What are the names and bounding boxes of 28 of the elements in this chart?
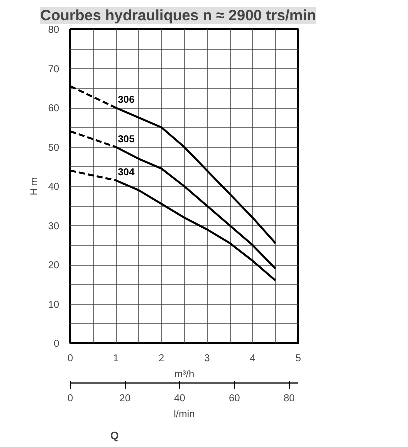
x2-tick-label: 0: [68, 394, 74, 404]
y-tick-label: 30: [48, 221, 60, 232]
y-tick-label: 70: [48, 64, 60, 76]
y-axis-title: H m: [29, 177, 40, 196]
series-label: 306: [118, 95, 136, 106]
x-tick-label: 4: [250, 354, 256, 364]
x-tick-label: 0: [68, 354, 74, 364]
y-tick-label: 50: [48, 142, 60, 154]
x-tick-label: 1: [113, 354, 120, 364]
y-tick-label: 60: [48, 104, 60, 114]
x2-tick-label: 80: [284, 394, 296, 404]
x-tick-label: 3: [204, 354, 211, 364]
x2-tick-label: 60: [229, 394, 241, 404]
x-axis-title: m³/h: [174, 370, 194, 380]
y-tick-label: 10: [48, 300, 60, 311]
x2-tick-label: 20: [120, 394, 132, 404]
x-tick-label: 2: [158, 354, 165, 364]
text: Q: [110, 430, 120, 442]
chart-title: Courbes hydrauliques n ≈ 2900 trs/min: [40, 8, 316, 24]
y-tick-label: 80: [48, 25, 60, 36]
x-tick-label: 5: [296, 354, 302, 364]
series-label: 304: [118, 168, 136, 179]
y-tick-label: 40: [48, 182, 60, 193]
x2-tick-label: 40: [174, 394, 186, 404]
y-tick-label: 0: [54, 339, 60, 350]
x2-axis-title: l/min: [174, 410, 196, 420]
series-label: 305: [118, 134, 136, 146]
y-tick-label: 20: [48, 260, 60, 272]
